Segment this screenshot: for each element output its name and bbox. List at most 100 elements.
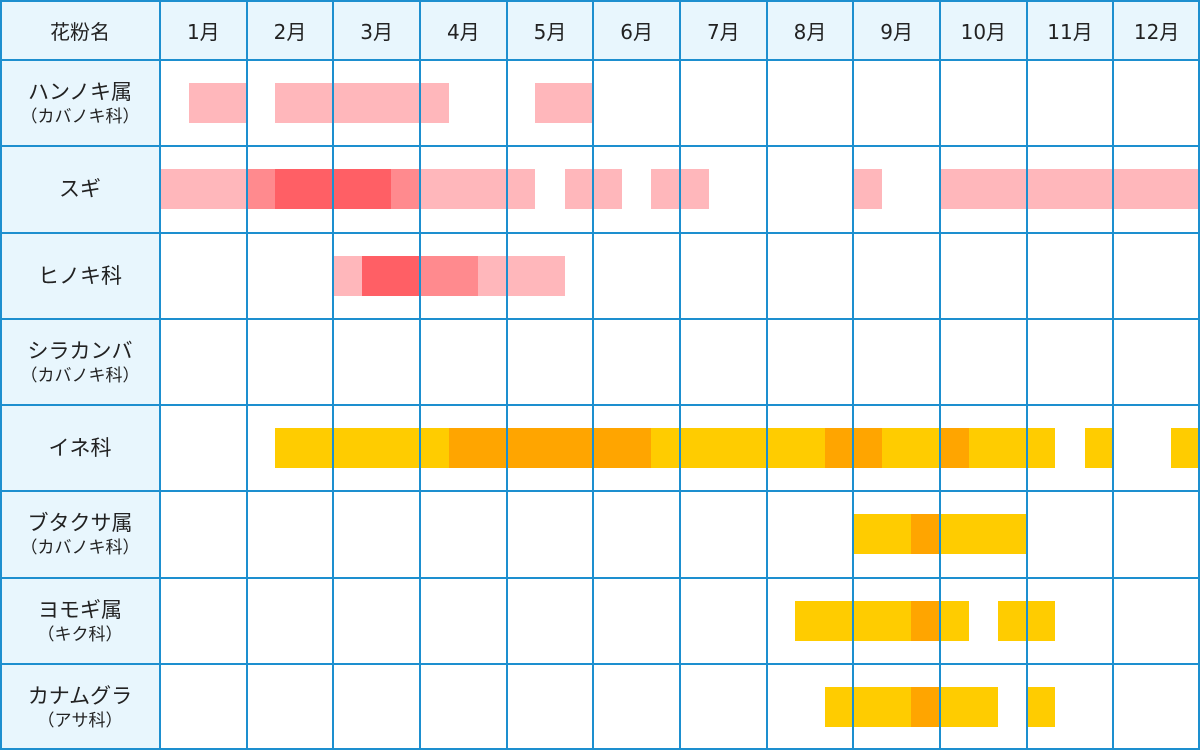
grid-line-horizontal [0,317,1200,320]
pollen-bar-2-2 [246,169,276,210]
grid-line-vertical [245,0,248,750]
pollen-bar-5-7 [968,428,1056,469]
month-label-3: 3月 [333,0,420,60]
plant-label-7: ヨモギ属 （キク科） [0,578,160,664]
plant-family: （カバノキ科） [20,538,140,559]
plant-label-1: ハンノキ属 （カバノキ科） [0,60,160,146]
month-label-2: 2月 [247,0,334,60]
grid-line-vertical [852,0,855,750]
plant-family: （キク科） [37,624,123,645]
pollen-bar-2-8 [853,169,882,210]
grid-line-vertical [679,0,681,750]
grid-line-vertical [505,0,508,750]
month-label-text: 10月 [960,19,1007,44]
pollen-bar-1-3 [535,83,594,124]
pollen-bar-2-4 [391,169,420,210]
month-label-8: 8月 [767,0,854,60]
pollen-bar-2-5 [420,169,536,210]
plant-name: シラカンバ [27,338,133,363]
month-label-4: 4月 [420,0,507,60]
header-label-text: 花粉名 [50,19,110,44]
plant-family: （アサ科） [37,710,123,731]
grid-line-vertical [419,0,421,750]
grid-line-vertical [1198,0,1200,750]
month-label-text: 2月 [273,19,307,44]
grid-line-vertical [332,0,335,750]
pollen-bar-8-1 [824,686,912,727]
grid-line-horizontal [0,404,1200,406]
pollen-bar-8-3 [940,686,999,727]
grid-line-vertical [939,0,941,750]
grid-line-vertical [1112,0,1115,750]
grid-line-vertical [765,0,768,750]
month-label-text: 1月 [186,19,220,44]
pollen-bar-3-2 [361,255,420,296]
pollen-bar-8-2 [911,686,940,727]
pollen-bar-7-2 [911,600,940,641]
plant-label-5: イネ科 [0,405,160,491]
pollen-bar-1-1 [188,83,247,124]
plant-name: ハンノキ属 [28,80,132,105]
month-label-text: 4月 [446,19,480,44]
month-label-text: 8月 [793,19,827,44]
plant-name: カナムグラ [27,683,133,708]
grid-line-horizontal [0,59,1200,61]
plant-label-8: カナムグラ （アサ科） [0,664,160,750]
plant-name: ブタクサ属 [27,511,133,536]
plant-label-3: ヒノキ科 [0,233,160,319]
month-label-10: 10月 [940,0,1027,60]
pollen-bar-2-1 [160,169,247,210]
pollen-bar-2-9 [940,169,1200,210]
month-label-11: 11月 [1027,0,1114,60]
month-label-text: 5月 [533,19,567,44]
pollen-bar-5-3 [651,428,825,469]
month-label-text: 9月 [880,19,914,44]
pollen-bar-5-5 [881,428,940,469]
pollen-bar-1-2 [275,83,449,124]
pollen-bar-8-4 [1026,686,1056,727]
pollen-bar-7-3 [940,600,969,641]
month-label-text: 12月 [1133,19,1180,44]
month-label-text: 6月 [620,19,654,44]
grid-line-horizontal [0,145,1200,148]
plant-name: ヨモギ属 [38,597,122,622]
pollen-bar-5-2 [448,428,652,469]
month-label-6: 6月 [593,0,680,60]
month-label-5: 5月 [507,0,594,60]
plant-name: ヒノキ科 [38,263,122,288]
grid-line-horizontal [0,231,1200,234]
pollen-bar-5-1 [275,428,449,469]
month-label-text: 3月 [360,19,394,44]
grid-line-vertical [1025,0,1028,750]
month-label-text: 7月 [706,19,740,44]
grid-line-horizontal [0,662,1200,665]
grid-line-vertical [159,0,161,750]
header-background [0,0,1200,60]
plant-label-4: シラカンバ （カバノキ科） [0,319,160,405]
pollen-bar-3-1 [333,255,362,296]
plant-name: スギ [59,177,101,202]
pollen-bar-5-9 [1171,428,1200,469]
grid-line-horizontal [0,0,1200,2]
plant-label-6: ブタクサ属 （カバノキ科） [0,491,160,577]
plant-family: （カバノキ科） [20,365,140,386]
pollen-bar-6-3 [940,514,1027,555]
header-label: 花粉名 [0,0,160,60]
month-label-12: 12月 [1113,0,1200,60]
grid-line-horizontal [0,490,1200,493]
plant-label-2: スギ [0,146,160,232]
pollen-bar-6-1 [853,514,912,555]
month-label-1: 1月 [160,0,247,60]
month-label-9: 9月 [853,0,940,60]
pollen-bar-5-8 [1084,428,1114,469]
pollen-bar-3-3 [420,255,479,296]
grid-line-vertical [0,0,2,750]
grid-line-horizontal [0,576,1200,579]
pollen-bar-6-2 [911,514,940,555]
pollen-bar-5-6 [940,428,969,469]
month-label-7: 7月 [680,0,767,60]
pollen-bar-3-4 [478,255,565,296]
month-label-text: 11月 [1047,19,1093,44]
plant-family: （カバノキ科） [20,107,140,128]
